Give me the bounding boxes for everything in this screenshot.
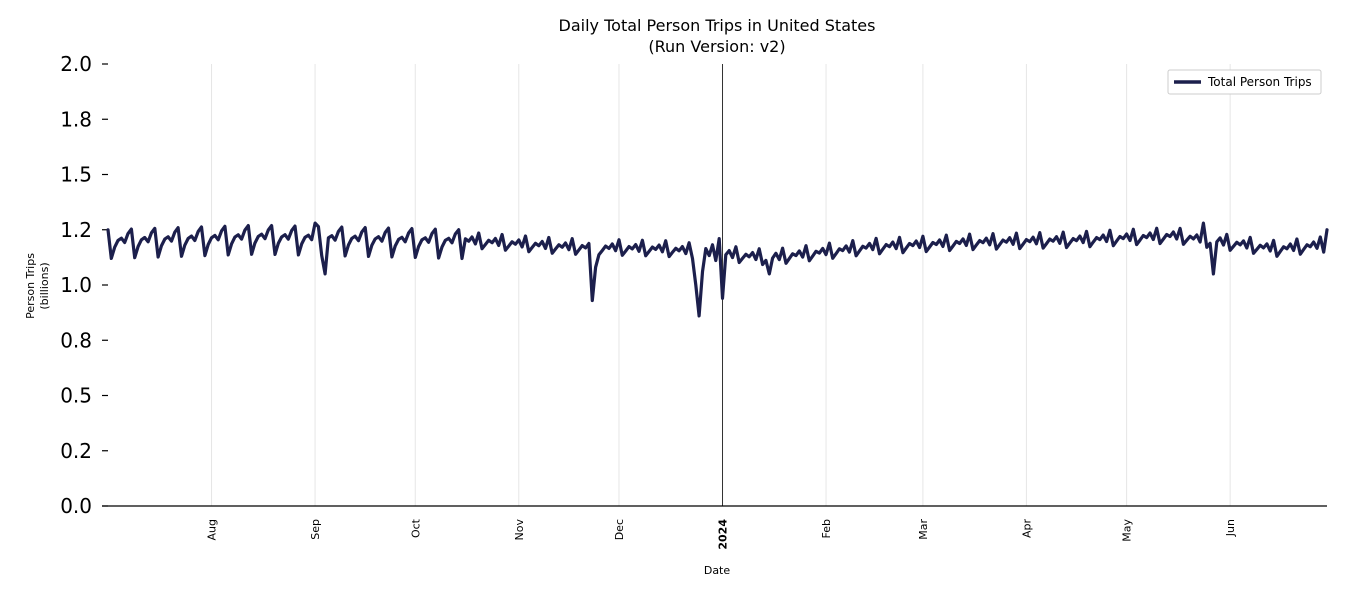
axes: Aug Sep Oct Nov Dec 2024 Feb Mar Apr May Jun 0.0 0.2… (60, 52, 1327, 550)
x-tick-label: Aug (206, 519, 219, 540)
chart-subtitle: (Run Version: v2) (648, 37, 785, 56)
x-tick-label: Nov (513, 519, 526, 541)
x-tick-label: Dec (613, 519, 626, 540)
x-tick-label: 2024 (717, 519, 730, 550)
y-tick-label: 0.2 (60, 439, 92, 463)
x-tick-label: Mar (917, 519, 930, 540)
y-tick-label: 1.2 (60, 218, 92, 242)
x-tick-label: May (1121, 519, 1134, 542)
chart-title: Daily Total Person Trips in United State… (559, 16, 876, 35)
y-axis-label: Person Trips (24, 253, 37, 319)
y-tick-label: 0.5 (60, 384, 92, 408)
x-tick-label: Oct (409, 518, 422, 538)
y-axis-unit-label: (billions) (38, 262, 51, 309)
y-tick-label: 2.0 (60, 52, 92, 76)
y-tick-label: 1.8 (60, 107, 92, 131)
legend-box (1167, 69, 1322, 95)
legend: Total Person Trips (1167, 69, 1322, 95)
y-tick-label: 1.0 (60, 273, 92, 297)
x-tick-label: Apr (1020, 519, 1033, 539)
y-tick-label: 1.5 (60, 163, 92, 187)
x-tick-label: Jun (1224, 519, 1237, 537)
x-tick-label: Sep (309, 519, 322, 540)
y-tick-label: 0.0 (60, 494, 92, 518)
x-axis-label: Date (704, 564, 731, 577)
series-line-total-person-trips (106, 221, 1329, 318)
y-tick-label: 0.8 (60, 328, 92, 352)
series-layer (106, 221, 1329, 318)
legend-label: Total Person Trips (1207, 75, 1312, 89)
x-tick-label: Feb (820, 519, 833, 538)
